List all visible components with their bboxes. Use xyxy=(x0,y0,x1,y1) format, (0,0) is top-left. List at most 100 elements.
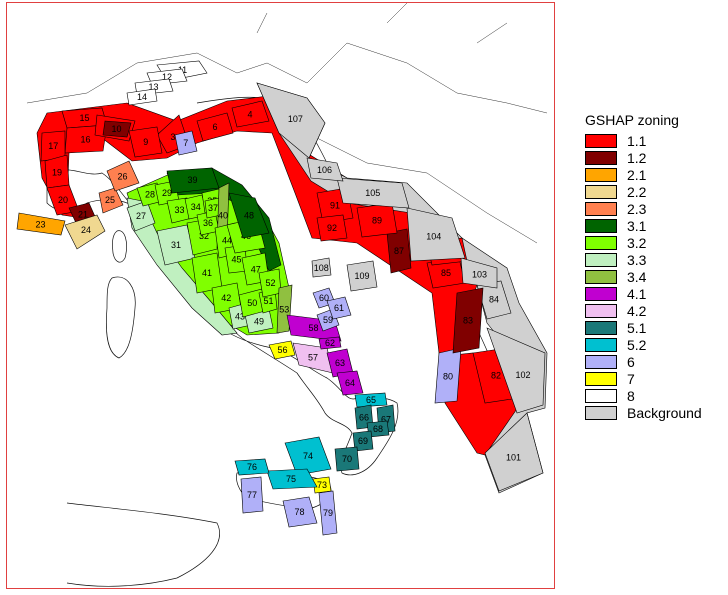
zone-label: 89 xyxy=(372,215,382,225)
zone-label: 31 xyxy=(171,240,181,250)
legend-item: 4.1 xyxy=(585,285,728,302)
seismic-zone xyxy=(484,412,544,492)
legend-label: 6 xyxy=(627,353,635,370)
legend-item: 3.1 xyxy=(585,217,728,234)
coastline-sardinia xyxy=(105,276,136,359)
legend-label: 1.2 xyxy=(627,149,647,166)
zone-label: 52 xyxy=(265,278,275,288)
seismic-zone xyxy=(316,214,348,242)
legend-swatch xyxy=(585,201,617,216)
zone-label: 75 xyxy=(286,474,296,484)
seismic-zones-layer: 1112131415161718192021232425262728293132… xyxy=(16,60,548,536)
zone-label: 32 xyxy=(199,231,209,241)
legend-swatch xyxy=(585,218,617,233)
border-lines xyxy=(26,3,548,244)
seismic-zone xyxy=(266,468,318,490)
legend-swatch xyxy=(585,320,617,335)
zone-label: 73 xyxy=(317,480,327,490)
legend-label: 3.2 xyxy=(627,234,647,251)
seismic-zone xyxy=(128,126,163,158)
zone-label: 67 xyxy=(381,414,391,424)
zone-label: 102 xyxy=(515,370,530,380)
coastline-north-africa xyxy=(66,502,220,587)
legend-rows: 1.1 1.2 2.1 2.2 2.3 3.1 3.2 3.3 3.4 4.1 4.2 5.1 5.2 6… xyxy=(585,132,728,421)
zone-label: 39 xyxy=(187,175,197,185)
seismic-zone xyxy=(386,228,412,274)
seismic-zone xyxy=(106,160,140,192)
zone-label: 78 xyxy=(294,507,304,517)
legend-label: 5.1 xyxy=(627,319,647,336)
zone-label: 85 xyxy=(441,268,451,278)
seismic-zone xyxy=(326,296,352,320)
zone-label: 9 xyxy=(143,137,148,147)
zone-label: 64 xyxy=(345,378,355,388)
zone-label: 28 xyxy=(145,190,155,200)
zone-label: 76 xyxy=(247,462,257,472)
legend: GSHAP zoning 1.1 1.2 2.1 2.2 2.3 3.1 3.2 3.3 3.4… xyxy=(585,112,728,421)
zone-label: 68 xyxy=(373,424,383,434)
zone-label: 79 xyxy=(323,508,333,518)
zone-label: 4 xyxy=(247,109,252,119)
seismic-zone xyxy=(406,207,466,262)
legend-label: 7 xyxy=(627,370,635,387)
zone-label: 45 xyxy=(231,254,241,264)
seismic-zone xyxy=(228,192,270,239)
legend-item: 1.1 xyxy=(585,132,728,149)
legend-label: Background xyxy=(627,404,702,421)
zone-label: 37 xyxy=(208,203,218,213)
seismic-zone xyxy=(318,490,338,536)
map-frame: 1112131415161718192021232425262728293132… xyxy=(6,2,555,589)
legend-label: 8 xyxy=(627,387,635,404)
zone-label: 44 xyxy=(222,236,232,246)
legend-label: 3.1 xyxy=(627,217,647,234)
zone-label: 43 xyxy=(235,311,245,321)
zone-label: 27 xyxy=(136,211,146,221)
zone-label: 82 xyxy=(491,371,501,381)
zone-label: 29 xyxy=(162,188,172,198)
seismic-zone xyxy=(268,340,296,360)
legend-swatch xyxy=(585,133,617,148)
zone-label: 108 xyxy=(314,263,329,273)
legend-swatch xyxy=(585,235,617,250)
zone-label: 50 xyxy=(247,298,257,308)
zone-label: 25 xyxy=(105,195,115,205)
zone-label: 58 xyxy=(308,323,318,333)
legend-swatch xyxy=(585,337,617,352)
zone-label: 19 xyxy=(52,167,62,177)
zone-label: 60 xyxy=(319,293,329,303)
zone-label: 84 xyxy=(489,295,499,305)
zone-label: 65 xyxy=(366,395,376,405)
seismic-zone xyxy=(126,88,158,106)
legend-item: 2.1 xyxy=(585,166,728,183)
seismic-zone xyxy=(352,430,374,452)
seismic-zone xyxy=(452,287,484,354)
seismic-zone xyxy=(334,446,360,472)
legend-label: 3.3 xyxy=(627,251,647,268)
zone-label: 34 xyxy=(191,202,201,212)
zone-label: 69 xyxy=(358,436,368,446)
seismic-zone xyxy=(346,260,378,292)
zone-label: 104 xyxy=(426,231,441,241)
seismic-zone xyxy=(240,476,264,514)
seismic-zone xyxy=(336,370,364,396)
legend-label: 1.1 xyxy=(627,132,647,149)
legend-label: 2.1 xyxy=(627,166,647,183)
zone-label: 51 xyxy=(263,296,273,306)
zone-label: 20 xyxy=(58,195,68,205)
legend-label: 4.2 xyxy=(627,302,647,319)
zone-label: 77 xyxy=(247,490,257,500)
zone-label: 63 xyxy=(335,358,345,368)
zone-label: 61 xyxy=(334,303,344,313)
zone-label: 15 xyxy=(79,113,89,123)
coastline-corsica xyxy=(112,230,127,263)
legend-swatch xyxy=(585,371,617,386)
seismic-zone xyxy=(102,120,132,138)
zone-label: 10 xyxy=(111,124,121,134)
zone-label: 107 xyxy=(288,114,303,124)
seismic-zone xyxy=(126,200,156,232)
legend-item: 1.2 xyxy=(585,149,728,166)
zone-label: 105 xyxy=(365,188,380,198)
zone-label: 56 xyxy=(277,345,287,355)
legend-swatch xyxy=(585,150,617,165)
zone-label: 49 xyxy=(254,316,264,326)
